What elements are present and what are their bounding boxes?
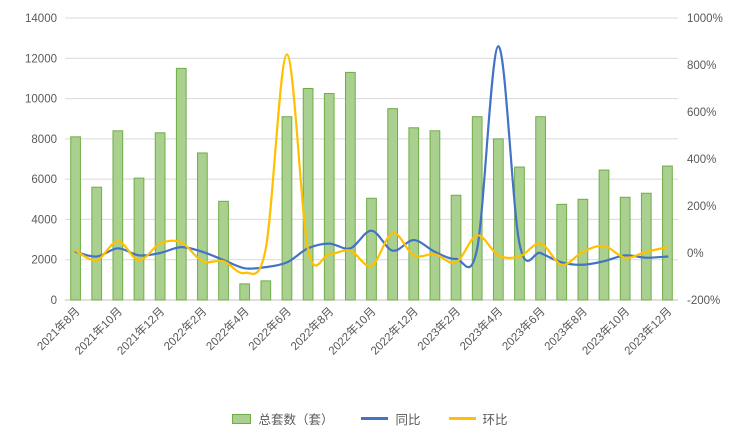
bar-2022年1月	[175, 67, 187, 301]
right-axis-tick-label: 600%	[687, 107, 716, 119]
right-axis-tick-label: 400%	[687, 154, 716, 166]
bar-2022年8月	[323, 93, 335, 301]
x-axis-tick-label: 2022年4月	[203, 304, 252, 353]
bar-2023年3月	[471, 116, 483, 301]
bar-2022年12月	[408, 127, 420, 301]
left-axis-tick-label: 2000	[31, 255, 57, 267]
legend-item-总套数（套）: 总套数（套）	[232, 409, 333, 428]
bar-2021年10月	[112, 130, 124, 301]
bar-2023年11月	[640, 192, 652, 301]
legend-label: 总套数（套）	[258, 413, 334, 427]
bar-2022年11月	[387, 108, 398, 301]
legend-line-swatch	[361, 417, 389, 420]
bar-2023年5月	[514, 166, 525, 301]
legend-item-环比: 环比	[448, 409, 508, 428]
bar-2022年4月	[239, 283, 251, 301]
bar-2021年8月	[70, 136, 81, 301]
bar-2022年9月	[345, 71, 356, 301]
left-axis-tick-label: 14000	[25, 13, 57, 25]
combo-chart: 0 2000 4000 6000 8000 10000 12000 14000 -200% 0% 2…	[25, 13, 723, 358]
left-axis-tick-label: 0	[51, 295, 57, 307]
right-axis-tick-label: 1000%	[687, 13, 723, 25]
bar-2023年10月	[619, 196, 631, 301]
legend-label: 环比	[482, 413, 508, 427]
right-axis-tick-label: 200%	[687, 201, 716, 213]
bar-2022年6月	[281, 116, 293, 301]
legend-item-同比: 同比	[361, 409, 421, 428]
bar-2022年2月	[197, 152, 208, 301]
left-axis-tick-label: 12000	[25, 53, 57, 65]
bar-2023年6月	[535, 116, 546, 301]
bar-2022年3月	[218, 200, 229, 301]
left-axis-tick-label: 8000	[31, 134, 57, 146]
bar-2023年9月	[598, 169, 610, 301]
bar-2022年10月	[366, 197, 377, 301]
bar-2023年12月	[662, 165, 673, 301]
bar-2021年9月	[91, 186, 103, 301]
legend-label: 同比	[395, 413, 421, 427]
right-axis-tick-label: -200%	[687, 295, 720, 307]
legend-line-swatch	[448, 417, 476, 420]
bar-2021年12月	[154, 132, 166, 301]
left-axis-tick-label: 4000	[31, 214, 57, 226]
legend-bar-swatch	[232, 413, 252, 424]
left-axis-tick-label: 6000	[31, 174, 57, 186]
bar-2023年7月	[556, 203, 568, 301]
bar-2022年5月	[260, 280, 272, 301]
left-axis-tick-label: 10000	[25, 94, 57, 106]
bar-2023年1月	[429, 130, 441, 301]
right-axis-tick-label: 800%	[687, 60, 716, 72]
bar-2023年2月	[450, 194, 462, 301]
x-axis-tick-label: 2022年6月	[245, 304, 294, 353]
bar-2021年11月	[133, 177, 145, 301]
line-series-环比	[74, 53, 669, 275]
chart-legend: 总套数（套） 同比 环比	[0, 409, 740, 428]
bar-2023年4月	[492, 138, 504, 301]
right-axis-tick-label: 0%	[687, 248, 704, 260]
x-axis-tick-label: 2023年2月	[414, 304, 463, 353]
x-axis-tick-label: 2023年4月	[457, 304, 506, 353]
bar-2022年7月	[302, 88, 314, 301]
line-series-同比	[74, 45, 669, 270]
x-axis-tick-label: 2023年6月	[499, 304, 548, 353]
x-axis-tick-label: 2022年2月	[161, 304, 210, 353]
